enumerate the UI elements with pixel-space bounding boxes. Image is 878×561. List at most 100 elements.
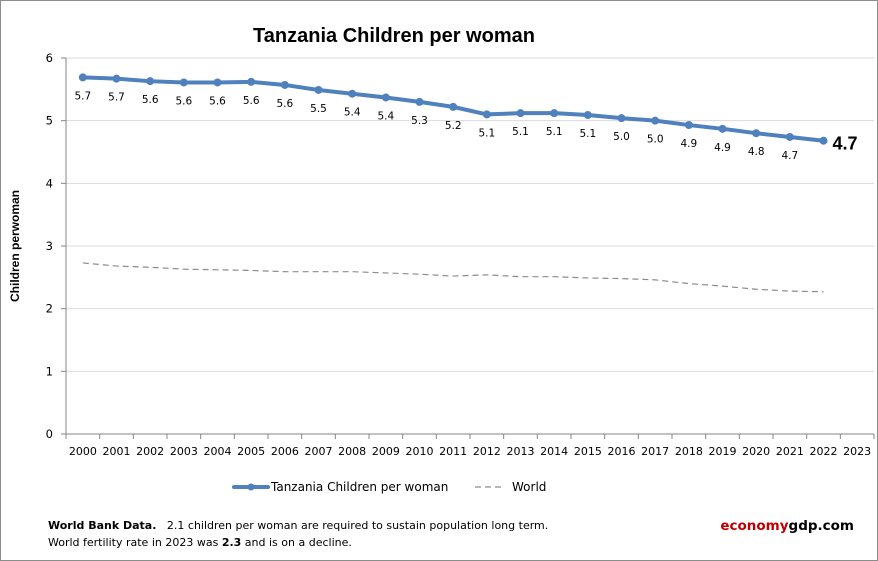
footnote: World Bank Data. 2.1 children per woman … [48,517,548,551]
gridlines [66,57,874,372]
y-tick-label: 2 [46,302,53,316]
x-tick-label: 2023 [843,445,871,458]
data-label-tanzania: 5.0 [647,134,664,146]
data-point-tanzania [516,109,525,118]
data-point-tanzania [752,129,761,138]
data-label-tanzania: 4.7 [781,150,798,162]
x-tick-labels: 2000 2001 2002 2003 2004 2005 2006 2007 2008 2009… [69,445,871,458]
x-tick-label: 2003 [170,445,198,458]
data-label-tanzania: 5.6 [276,98,293,110]
x-tick-label: 2014 [540,445,568,458]
series-tanzania [78,73,828,145]
data-label-tanzania: 5.6 [209,95,226,107]
x-tick-label: 2013 [507,445,535,458]
y-tick-label: 4 [46,176,53,190]
data-label-tanzania: 5.3 [411,115,428,127]
data-label-tanzania: 4.9 [680,138,697,150]
chart-title: Tanzania Children per woman [253,25,535,47]
footnote-text-2b: and is on a decline. [241,536,352,549]
data-point-tanzania [78,73,87,82]
x-tick-label: 2000 [69,445,97,458]
footnote-line-1: World Bank Data. 2.1 children per woman … [48,517,548,534]
data-label-tanzania: 5.1 [512,126,529,138]
data-label-tanzania: 5.6 [243,95,260,107]
footnote-text-1: 2.1 children per woman are required to s… [166,519,549,532]
data-point-tanzania [617,114,626,123]
x-tick-label: 2008 [338,445,366,458]
data-label-tanzania: 5.1 [546,126,563,138]
data-label-tanzania: 5.4 [377,110,394,122]
data-point-tanzania [718,124,727,133]
data-point-tanzania [112,74,121,83]
x-tick-label: 2002 [136,445,164,458]
data-point-tanzania [415,97,424,106]
x-tick-label: 2021 [776,445,804,458]
x-tick-label: 2018 [675,445,703,458]
footnote-source: World Bank Data. [48,519,157,532]
data-label-tanzania: 5.4 [344,107,361,119]
x-tick-label: 2015 [574,445,602,458]
data-point-tanzania [179,78,188,87]
y-axis-label: Children perwoman [8,190,22,302]
brand-logo[interactable]: economygdp.com [720,518,854,534]
legend-item-tanzania[interactable]: Tanzania Children per woman [232,480,448,494]
x-tick-label: 2004 [204,445,232,458]
data-point-tanzania [684,121,693,130]
data-point-tanzania [381,93,390,102]
data-point-tanzania [482,110,491,119]
footnote-line-2: World fertility rate in 2023 was 2.3 and… [48,534,548,551]
data-point-tanzania [348,89,357,98]
x-tick-label: 2012 [473,445,501,458]
x-tick-label: 2005 [237,445,265,458]
x-tick-label: 2001 [103,445,131,458]
data-label-tanzania: 5.2 [445,120,462,132]
x-tick-label: 2017 [641,445,669,458]
x-tick-label: 2022 [810,445,838,458]
y-tick-label: 1 [46,364,53,378]
legend-label-world: World [512,480,546,494]
x-tick-label: 2020 [742,445,770,458]
data-point-tanzania [247,77,256,86]
data-labels-tanzania: 5.7 5.7 5.6 5.6 5.6 5.6 5.6 5.5 5.4 5.4 5.3 5.2 5.1 5… [74,90,798,162]
data-point-tanzania [280,80,289,89]
data-label-tanzania: 4.9 [714,142,731,154]
data-label-tanzania: 5.0 [613,131,630,143]
footnote-text-2a: World fertility rate in 2023 was [48,536,222,549]
brand-part-gdp: gdp.com [788,518,854,534]
x-tick-label: 2006 [271,445,299,458]
y-tick-labels: 0 1 2 3 4 5 6 [46,51,53,441]
series-world [82,262,824,293]
data-point-tanzania [550,109,559,118]
data-label-tanzania: 4.8 [748,146,765,158]
data-label-tanzania: 5.1 [478,127,495,139]
footnote-world-rate: 2.3 [221,536,242,549]
data-label-tanzania: 5.1 [579,128,596,140]
data-label-tanzania: 5.7 [74,90,91,102]
data-point-tanzania [314,85,323,94]
data-point-tanzania [213,78,222,87]
data-label-tanzania: 5.7 [108,92,125,104]
legend-marker-tanzania [247,483,255,491]
y-tick-label: 5 [46,114,53,128]
data-label-tanzania: 5.5 [310,103,327,115]
x-tick-label: 2009 [372,445,400,458]
x-tick-label: 2010 [406,445,434,458]
y-tick-label: 3 [46,239,53,253]
x-tick-label: 2011 [439,445,467,458]
x-tick-label: 2019 [709,445,737,458]
legend: Tanzania Children per woman World [232,480,546,494]
data-point-tanzania [785,132,794,141]
x-tick-label: 2007 [305,445,333,458]
data-label-tanzania: 5.6 [142,94,159,106]
legend-item-world[interactable]: World [475,480,546,494]
axes [61,57,875,439]
series-line-world [82,262,824,293]
x-tick-label: 2016 [608,445,636,458]
data-label-tanzania: 5.6 [175,95,192,107]
data-point-tanzania [819,136,828,145]
data-point-tanzania [583,111,592,120]
y-tick-label: 6 [46,51,53,65]
data-point-tanzania [146,77,155,86]
brand-part-economy: economy [720,518,789,534]
